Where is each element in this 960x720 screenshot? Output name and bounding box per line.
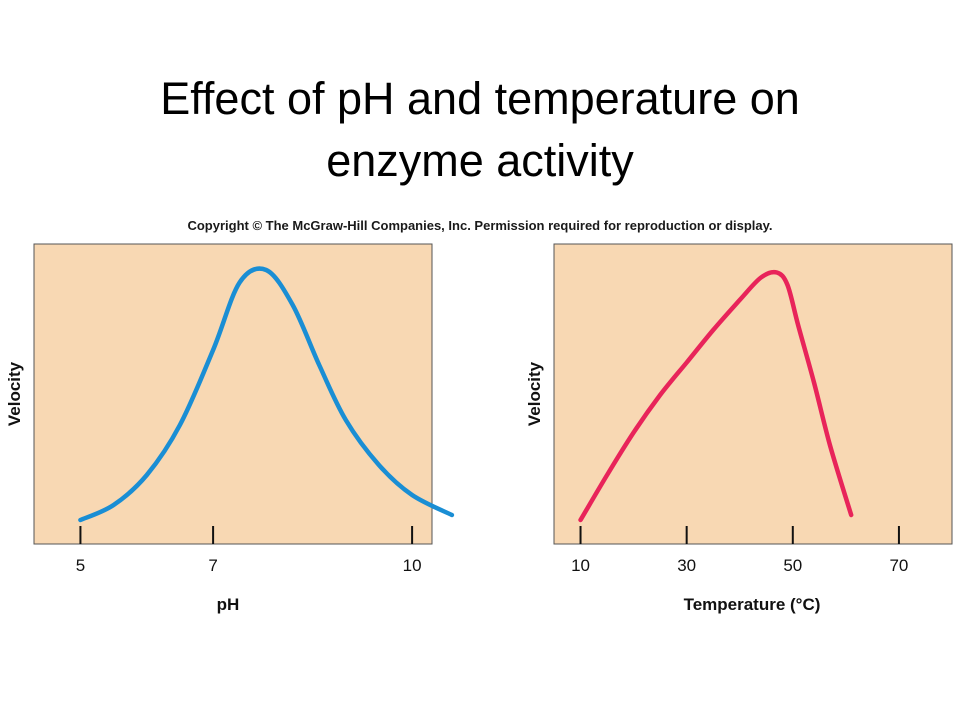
temperature-x-tick-label: 70 xyxy=(889,556,908,575)
ph-chart: 5 7 10 pH Velocity xyxy=(5,243,455,614)
title-line-1: Effect of pH and temperature on xyxy=(160,73,800,124)
temperature-velocity-curve xyxy=(578,269,854,523)
title-line-2: enzyme activity xyxy=(326,135,634,186)
ph-velocity-curve xyxy=(78,266,455,523)
temperature-x-tick-label: 50 xyxy=(783,556,802,575)
ph-x-tick-label: 5 xyxy=(76,556,85,575)
temperature-y-axis-title: Velocity xyxy=(525,361,544,426)
ph-tick-group: 5 7 10 xyxy=(76,526,422,575)
ph-x-tick-label: 7 xyxy=(208,556,217,575)
temperature-chart: 10 30 50 70 Temperature (°C) Velocity xyxy=(525,243,953,614)
temperature-plot-area xyxy=(553,243,953,545)
temperature-tick-group: 10 30 50 70 xyxy=(571,526,908,575)
ph-x-axis-title: pH xyxy=(217,595,240,614)
copyright-notice: Copyright © The McGraw-Hill Companies, I… xyxy=(187,218,773,233)
temperature-x-tick-label: 10 xyxy=(571,556,590,575)
ph-y-axis-title: Velocity xyxy=(5,361,24,426)
page-title: Effect of pH and temperature on enzyme a… xyxy=(0,68,960,192)
temperature-x-axis-title: Temperature (°C) xyxy=(684,595,821,614)
ph-plot-area xyxy=(33,243,433,545)
temperature-x-tick-label: 30 xyxy=(677,556,696,575)
ph-x-tick-label: 10 xyxy=(403,556,422,575)
